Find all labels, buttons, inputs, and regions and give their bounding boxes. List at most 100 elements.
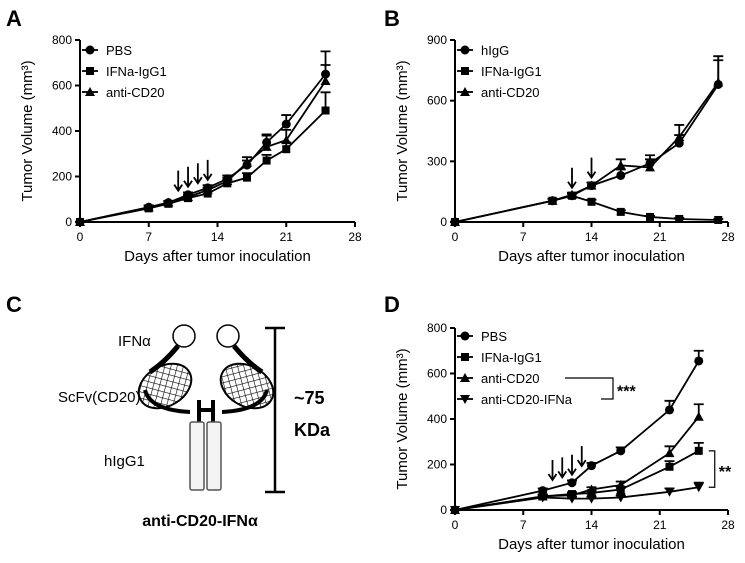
marker xyxy=(567,189,577,199)
y-tick-label: 800 xyxy=(427,321,447,335)
series-line xyxy=(454,83,719,223)
x-tick-label: 14 xyxy=(211,230,225,244)
legend-marker xyxy=(85,87,95,96)
marker xyxy=(587,461,596,471)
legend-marker xyxy=(460,87,470,96)
legend-marker xyxy=(460,45,470,55)
legend-marker xyxy=(460,373,470,382)
legend-marker xyxy=(461,67,469,75)
marker xyxy=(261,141,272,151)
marker xyxy=(567,494,577,504)
legend-label: IFNa-IgG1 xyxy=(106,64,167,79)
dose-arrow xyxy=(547,460,558,482)
marker xyxy=(586,180,597,190)
y-tick-label: 600 xyxy=(52,79,72,93)
x-tick-label: 21 xyxy=(653,518,667,532)
panel-label: D xyxy=(384,292,400,317)
significance-label: ** xyxy=(719,464,732,481)
construct-name: anti-CD20-IFNα xyxy=(142,513,258,530)
y-tick-label: 900 xyxy=(427,33,447,47)
y-tick-label: 300 xyxy=(427,154,447,168)
marker xyxy=(202,185,213,195)
marker xyxy=(615,160,626,170)
significance-bracket xyxy=(708,450,716,488)
panel-label: B xyxy=(384,6,400,31)
ifn-domain xyxy=(172,324,196,348)
panel-label: C xyxy=(6,292,22,317)
legend-marker xyxy=(85,45,95,55)
y-tick-label: 800 xyxy=(52,33,72,47)
marker xyxy=(646,212,654,221)
x-axis-title: Days after tumor inoculation xyxy=(124,248,311,265)
legend-label: anti-CD20 xyxy=(106,85,165,100)
legend-label: PBS xyxy=(481,329,507,344)
x-tick-label: 14 xyxy=(585,518,599,532)
dose-arrow xyxy=(202,159,213,182)
marker xyxy=(694,446,703,455)
fc-chain xyxy=(206,421,222,491)
fc-label: hIgG1 xyxy=(104,453,145,470)
x-tick-label: 21 xyxy=(280,230,294,244)
legend-label: anti-CD20-IFNa xyxy=(481,392,573,407)
y-tick-label: 0 xyxy=(65,215,72,229)
marker xyxy=(616,207,625,216)
y-tick-label: 400 xyxy=(427,412,447,426)
x-tick-label: 28 xyxy=(721,518,735,532)
y-axis-title: Tumor Volume (mm³) xyxy=(19,60,36,201)
x-tick-label: 7 xyxy=(145,230,152,244)
marker xyxy=(615,479,626,489)
x-axis-title: Days after tumor inoculation xyxy=(498,248,685,265)
dose-arrow xyxy=(193,163,203,185)
scfv-domain xyxy=(137,362,193,410)
y-axis-title: Tumor Volume (mm³) xyxy=(394,348,411,489)
y-tick-label: 200 xyxy=(52,170,72,184)
x-tick-label: 0 xyxy=(452,230,459,244)
ifn-label: IFNα xyxy=(118,333,151,350)
size-bar xyxy=(265,326,285,494)
significance-label: *** xyxy=(617,384,636,401)
legend-label: IFNa-IgG1 xyxy=(481,350,542,365)
marker xyxy=(75,217,85,226)
y-tick-label: 0 xyxy=(440,215,447,229)
y-tick-label: 0 xyxy=(440,503,447,517)
hinge xyxy=(143,389,269,422)
marker xyxy=(714,215,723,224)
legend-label: hIgG xyxy=(481,43,509,58)
marker xyxy=(262,156,271,165)
legend-label: PBS xyxy=(106,43,132,58)
marker xyxy=(450,506,460,515)
y-tick-label: 200 xyxy=(427,458,447,472)
marker xyxy=(645,162,655,172)
marker xyxy=(222,176,233,186)
dose-arrow xyxy=(173,170,183,193)
y-tick-label: 400 xyxy=(52,124,72,138)
marker xyxy=(537,493,548,503)
marker xyxy=(242,173,251,182)
marker xyxy=(587,197,596,206)
marker xyxy=(616,170,626,180)
legend-marker xyxy=(460,395,470,404)
legend-marker xyxy=(86,67,94,75)
x-tick-label: 0 xyxy=(77,230,84,244)
marker xyxy=(320,75,331,85)
marker xyxy=(321,106,330,115)
marker xyxy=(693,483,704,493)
unit-label: KDa xyxy=(294,420,331,440)
y-axis-title: Tumor Volume (mm³) xyxy=(394,60,411,201)
marker xyxy=(694,356,704,366)
y-tick-label: 600 xyxy=(427,367,447,381)
marker xyxy=(664,448,675,458)
legend-label: anti-CD20 xyxy=(481,85,540,100)
series-line xyxy=(454,81,719,223)
y-tick-label: 600 xyxy=(427,94,447,108)
x-tick-label: 28 xyxy=(721,230,735,244)
size-label: ~75 xyxy=(294,388,325,408)
legend-label: anti-CD20 xyxy=(481,371,540,386)
dose-arrow xyxy=(567,454,577,477)
significance-bracket xyxy=(565,377,614,400)
panel-label: A xyxy=(6,6,22,31)
dose-arrow xyxy=(183,166,193,189)
marker xyxy=(547,195,558,205)
marker xyxy=(567,478,577,488)
